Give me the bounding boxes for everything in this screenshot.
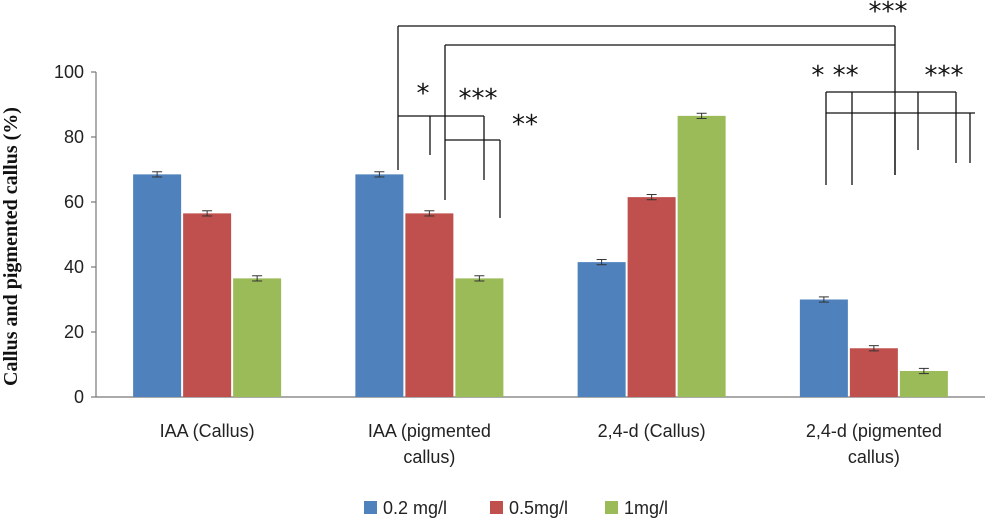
bars [133,112,948,397]
legend-swatch [490,501,503,514]
significance-brackets: **** ****** ** *** [397,0,975,218]
bar [577,262,626,397]
category-labels: IAA (Callus) IAA (pigmented callus) 2,4-d (… [160,421,942,467]
y-tick-label: 40 [64,257,84,277]
bar [183,213,232,397]
y-tick-label: 60 [64,192,84,212]
y-tick-label: 20 [64,322,84,342]
significance-label: *** [925,61,964,91]
bar [405,213,454,397]
significance-label: ** [512,110,538,140]
legend-label: 0.2 mg/l [383,498,447,518]
bar [899,371,948,397]
legend-swatch [364,501,377,514]
bar [233,278,282,397]
significance-label: * [417,79,430,109]
bar [355,174,404,397]
category-label: 2,4-d (Callus) [598,421,706,441]
bar [677,115,726,397]
y-axis-title: Callus and pigmented callus (%) [0,107,22,386]
bar [799,299,848,397]
y-axis-title-group: Callus and pigmented callus (%) [0,107,22,386]
category-label: 2,4-d (pigmented [806,421,942,441]
bar [627,197,676,397]
bar [133,174,182,397]
y-tick-labels: 0 20 40 60 80 100 [54,62,84,407]
legend-label: 0.5mg/l [509,498,568,518]
significance-label: *** [459,84,498,114]
significance-label: *** [869,0,908,27]
category-label: callus) [848,447,900,467]
legend-swatch [605,501,618,514]
bar [849,348,898,397]
legend: 0.2 mg/l 0.5mg/l 1mg/l [364,498,668,518]
category-label: callus) [403,447,455,467]
category-label: IAA (pigmented [368,421,491,441]
bar [455,278,504,397]
y-tick-label: 80 [64,127,84,147]
legend-label: 1mg/l [624,498,668,518]
y-tick-label: 100 [54,62,84,82]
significance-label: * ** [811,61,858,91]
y-tick-label: 0 [74,387,84,407]
category-label: IAA (Callus) [160,421,255,441]
